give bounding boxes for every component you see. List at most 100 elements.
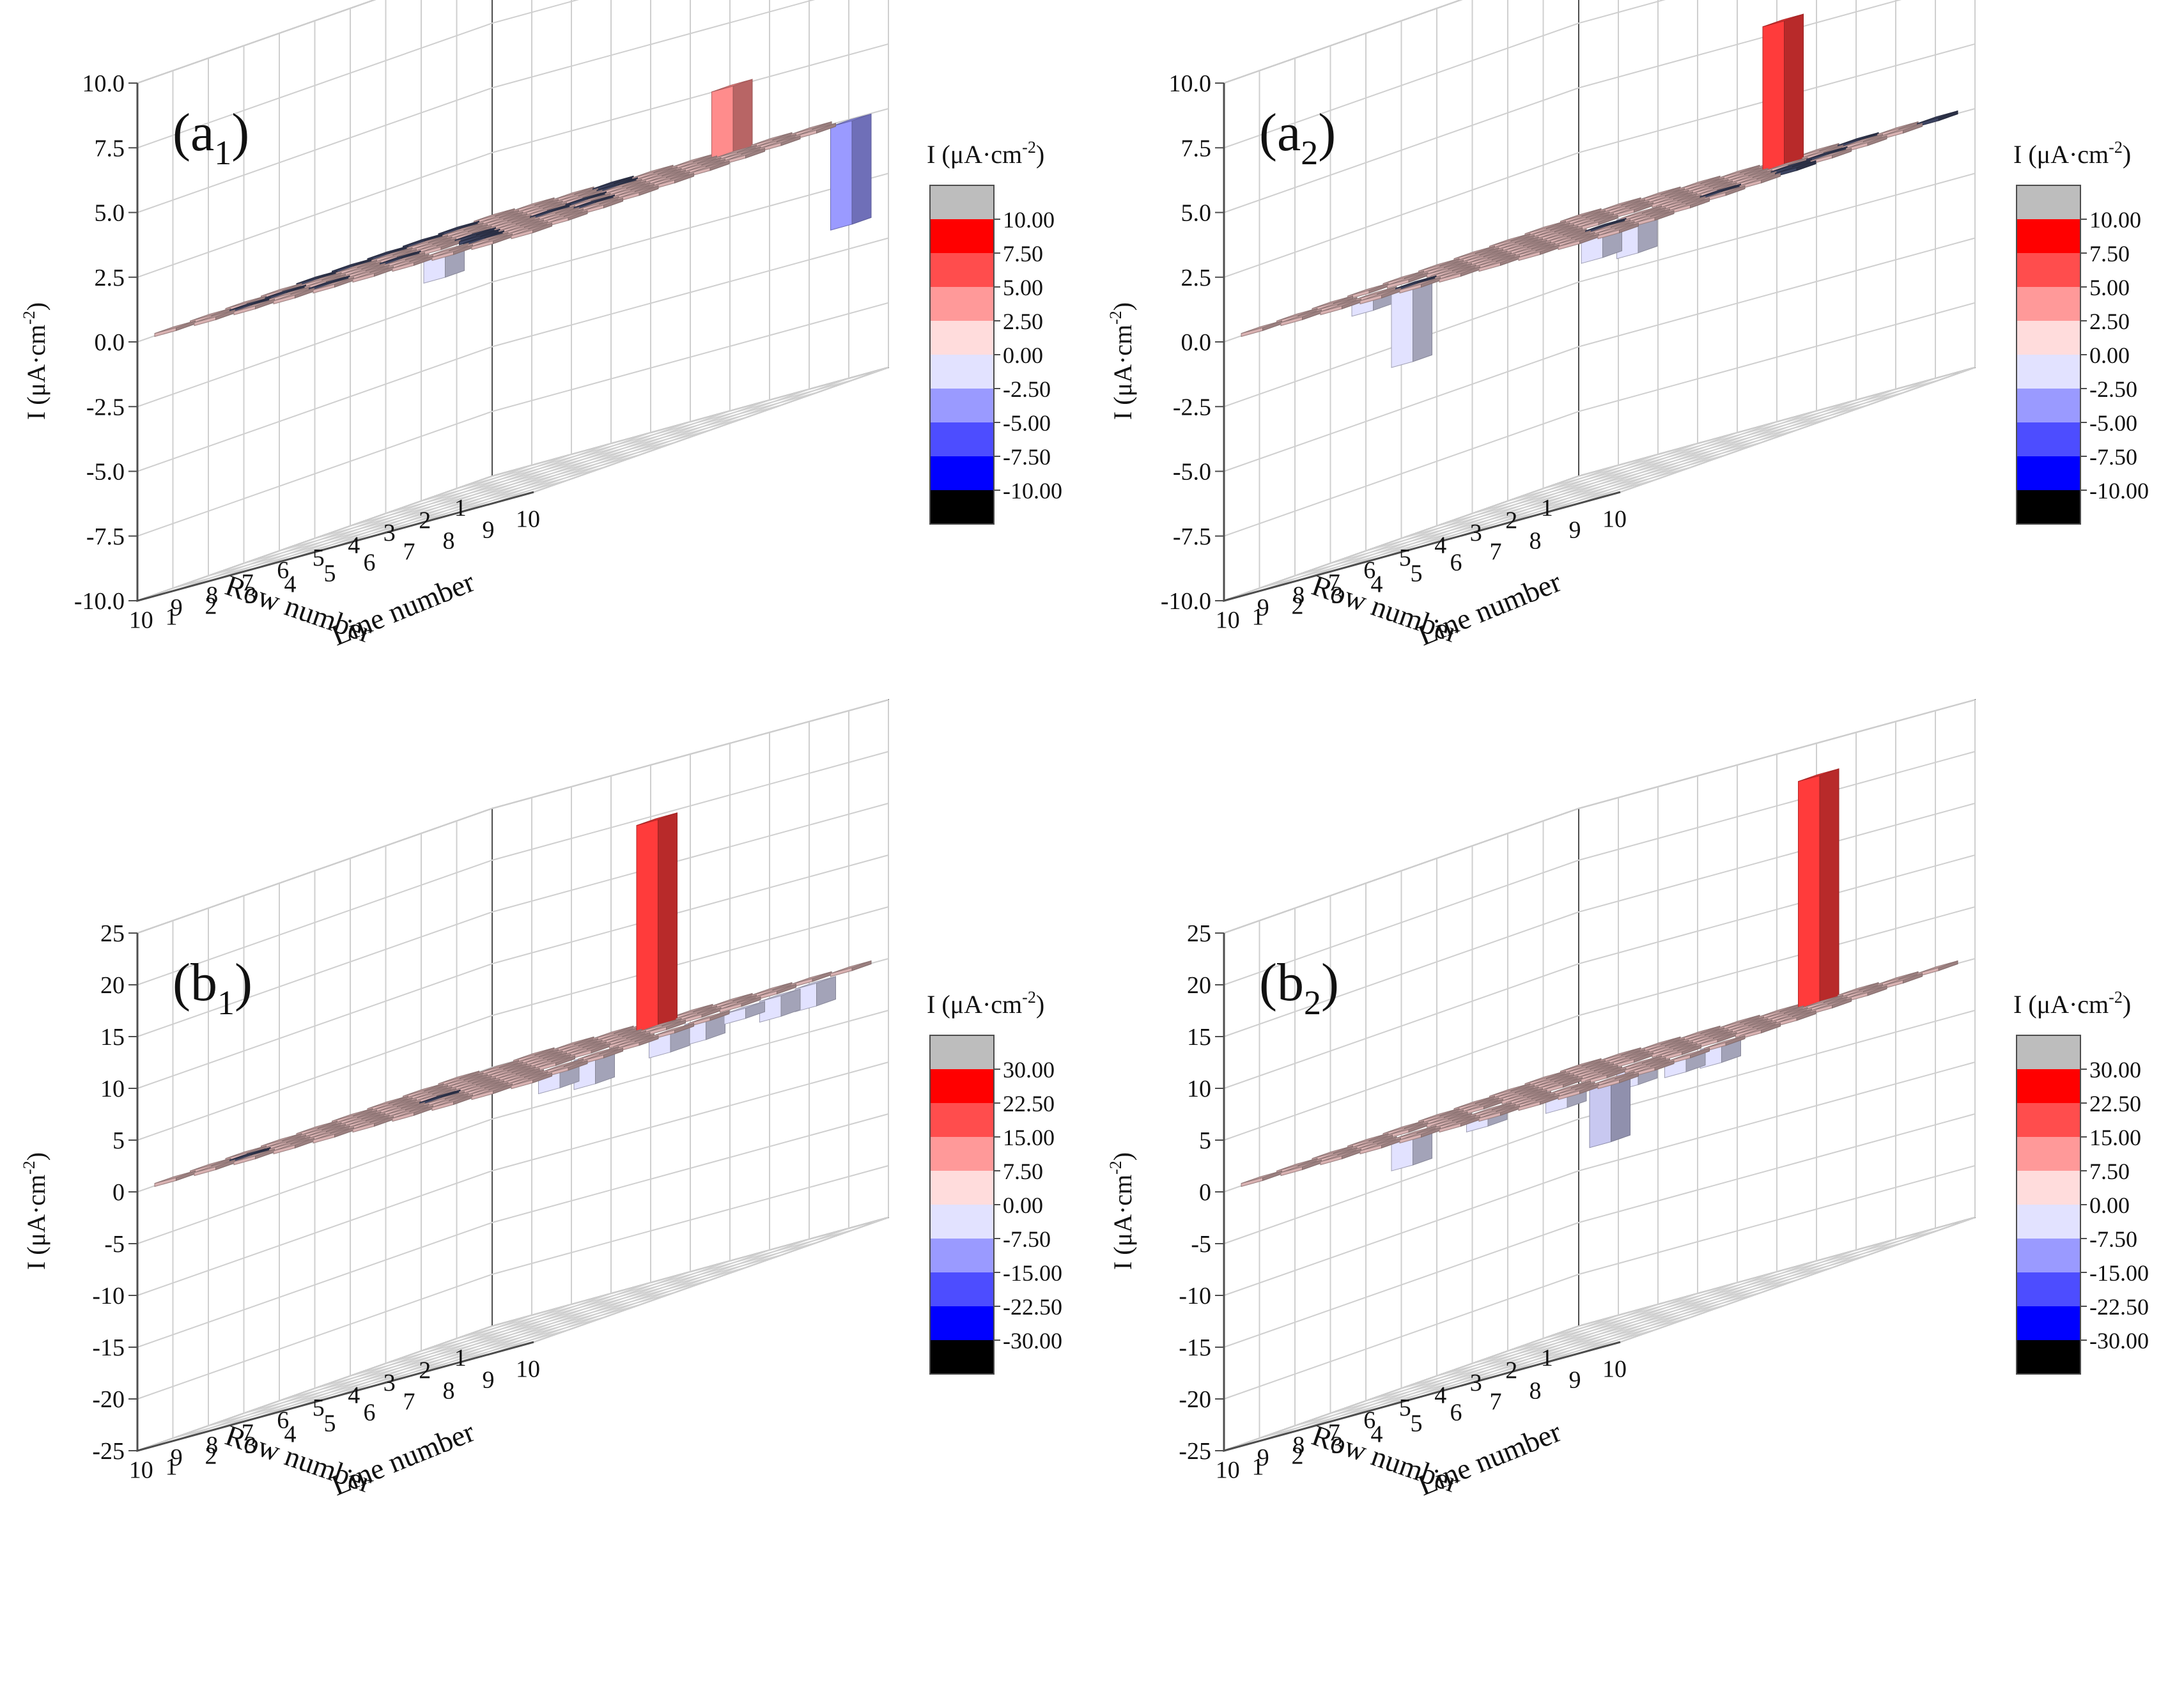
cell-tile (1493, 235, 1535, 252)
bar-face-top (1320, 1148, 1361, 1162)
cell-tile (617, 185, 659, 202)
line-tick-label: 10 (1602, 1356, 1627, 1383)
bar-face-top (1727, 168, 1769, 181)
bar-face-top (1679, 176, 1721, 189)
y-tick-label: 0 (1199, 1179, 1211, 1206)
line-tick-label: 10 (1602, 506, 1627, 533)
bar-face-top (569, 1043, 611, 1056)
legend-swatch (930, 1137, 994, 1171)
bar-face-top (1478, 1105, 1520, 1119)
legend: I (μA·cm-2) 10.00 7.50 5.00 2.50 0.00 -2.50 -5.… (2013, 138, 2149, 525)
panel-b1: 25 20 15 10 5 0 -5 -10 -15 -20 -25 I (μA·cm-2) 1 2 3 4 5… (0, 699, 1087, 1681)
cell-tile (1320, 1148, 1361, 1166)
bar-face-top (1564, 1060, 1606, 1074)
y-tick-label: 7.5 (1181, 135, 1212, 162)
bar-face-top (296, 270, 337, 284)
legend-level-label: -7.50 (2089, 1226, 2137, 1252)
bar-face-top (471, 1083, 513, 1097)
row-tick-label: 8 (1292, 1432, 1305, 1458)
bar-face-top (269, 286, 311, 300)
bar-face-top (569, 193, 611, 206)
bar-face-top (1597, 222, 1639, 236)
cell-tile (546, 1060, 588, 1077)
legend-level-label: 22.50 (1003, 1091, 1055, 1116)
bar-face-top (1700, 183, 1741, 197)
line-tick-label: 3 (245, 582, 257, 609)
cell-tile (1241, 1170, 1282, 1187)
legend-level-label: -2.50 (2089, 376, 2137, 402)
row-tick-label: 9 (1257, 1444, 1269, 1471)
row-tick-label: 2 (1505, 1357, 1517, 1384)
cell-tile (313, 277, 354, 294)
bar-face-top (1422, 1109, 1464, 1123)
bar-face-top (1453, 245, 1495, 259)
bar-face-top (1501, 1088, 1543, 1102)
panel-label-sub: 1 (214, 134, 231, 172)
bar-face-top (352, 266, 394, 280)
bar-face-top (596, 1027, 638, 1041)
bar-face-top (269, 1136, 311, 1150)
row-tick-label: 7 (1328, 1419, 1340, 1446)
bar-face-top (534, 1055, 575, 1069)
legend-swatch (930, 1205, 994, 1239)
legend-title-tail: ) (1036, 140, 1044, 169)
bar-face-top (332, 1108, 373, 1122)
bar-face-top (1524, 220, 1566, 235)
floor-gridline (375, 1260, 731, 1386)
line-tick-label: 4 (284, 571, 297, 598)
bar-face-top (557, 1038, 598, 1052)
bar-face-top (194, 309, 235, 323)
y-axis-title-sup: -2 (1106, 311, 1125, 325)
line-axis-title: Line number (1413, 565, 1565, 652)
row-tick-label: 7 (242, 1419, 254, 1446)
floor-gridline (1501, 1249, 1857, 1375)
cell-tile (154, 1170, 196, 1187)
panel-label: (a2) (1259, 103, 1336, 172)
legend-swatch (930, 355, 994, 389)
data-bar (636, 812, 678, 1033)
bar-face-top (1478, 255, 1520, 269)
bar-face-top (1767, 157, 1808, 171)
panel-label-letter: a (1277, 103, 1301, 162)
cell-tile (1518, 244, 1560, 261)
bar-face-top (1382, 1120, 1424, 1134)
bar-face-top (1280, 309, 1322, 323)
bar-face-top (1356, 1136, 1397, 1150)
bar-face-top (1612, 202, 1653, 216)
bar-face-top (830, 113, 872, 127)
bar-face-top (1739, 173, 1781, 187)
y-gridline (1223, 173, 1976, 408)
bar-face-top (190, 308, 231, 321)
bar-face-top (1633, 210, 1675, 224)
floor-gridline (414, 399, 770, 525)
bar-face-top (1648, 190, 1689, 203)
bar-face-top (411, 1086, 453, 1100)
bar-face-top (1731, 169, 1772, 183)
y-axis-title-tail: ) (22, 302, 50, 311)
row-tick-label: 4 (1434, 532, 1446, 559)
y-tick-label: 5.0 (95, 200, 125, 227)
bar-face-top (233, 298, 275, 313)
y-tick-label: -20 (1179, 1386, 1211, 1413)
cell-tile (471, 233, 513, 251)
panel-b2: 25 20 15 10 5 0 -5 -10 -15 -20 -25 I (μA·cm-2) 1 2 3 4 5… (1087, 699, 2173, 1681)
bar-face-top (613, 1033, 654, 1047)
y-gridline (1223, 0, 1902, 213)
bar-face-top (1395, 1125, 1437, 1139)
bar-face-top (1727, 1018, 1769, 1031)
bar-face-front (1589, 1079, 1611, 1148)
bar-face-top (1359, 1138, 1401, 1152)
legend-level-label: 7.50 (2089, 241, 2130, 266)
bar-face-top (1917, 961, 1958, 974)
bar-face-top (348, 265, 390, 278)
line-tick-labels: 1 2 3 4 5 6 7 8 9 10 (166, 506, 541, 631)
line-tick-label: 4 (284, 1421, 297, 1448)
y-gridline (1223, 1165, 1976, 1400)
cell-tile (431, 1094, 473, 1111)
panel-a2: 10.0 7.5 5.0 2.5 0.0 -2.5 -5.0 -7.5 -10.0 I (μA·c… (1087, 0, 2173, 831)
bar-face-top (1356, 286, 1397, 300)
y-tick-label: 25 (1187, 920, 1211, 947)
bar-face-top (300, 272, 342, 286)
bar-face-top (592, 1026, 634, 1039)
